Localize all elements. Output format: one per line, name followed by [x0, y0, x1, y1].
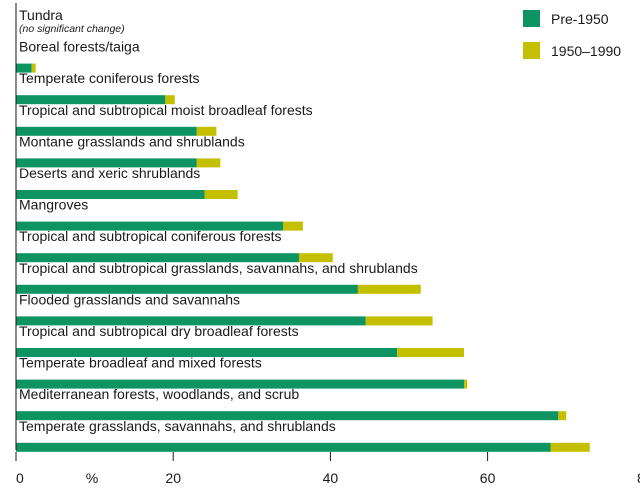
bar-pre-1950-montane-grasslands-and-shrublands [16, 158, 197, 167]
bar-pre-1950-tropical-and-subtropical-dry-broadleaf-forests [16, 348, 397, 357]
bar-pre-1950-tropical-and-subtropical-coniferous-forests [16, 253, 299, 262]
bar-pre-1950-temperate-grasslands-savannahs-and-shrublands [16, 443, 550, 452]
x-tick-label: 0 [16, 470, 24, 486]
x-tick-label: 40 [323, 470, 339, 486]
bar-1950-1990-tropical-and-subtropical-moist-broadleaf-forests [197, 127, 217, 136]
bar-pre-1950-mangroves [16, 222, 283, 231]
legend-swatch-pre-1950 [523, 10, 540, 27]
bar-1950-1990-mangroves [283, 222, 303, 231]
category-label-boreal-forests-taiga: Boreal forests/taiga [19, 39, 140, 55]
category-label-tropical-and-subtropical-moist-broadleaf-forests: Tropical and subtropical moist broadleaf… [19, 102, 313, 118]
x-axis-unit: % [86, 470, 98, 486]
bar-pre-1950-tropical-and-subtropical-moist-broadleaf-forests [16, 127, 197, 136]
bar-pre-1950-temperate-broadleaf-and-mixed-forests [16, 380, 464, 389]
bar-1950-1990-tropical-and-subtropical-coniferous-forests [299, 253, 333, 262]
bar-1950-1990-tropical-and-subtropical-grasslands-savannahs-and-shrublands [358, 285, 421, 294]
legend-swatch-1950-1990 [523, 42, 540, 59]
bar-1950-1990-montane-grasslands-and-shrublands [197, 158, 221, 167]
bar-1950-1990-temperate-broadleaf-and-mixed-forests [464, 380, 467, 389]
x-tick-label: 60 [480, 470, 496, 486]
bar-pre-1950-flooded-grasslands-and-savannahs [16, 316, 366, 325]
x-tick-label: 20 [165, 470, 181, 486]
bar-pre-1950-mediterranean-forests-woodlands-and-scrub [16, 411, 558, 420]
category-labels: Tundra(no significant change) Boreal fore… [19, 7, 418, 434]
bar-1950-1990-deserts-and-xeric-shrublands [205, 190, 238, 199]
bar-1950-1990-flooded-grasslands-and-savannahs [366, 316, 433, 325]
legend-label-1950-1990: 1950–1990 [551, 43, 621, 59]
bar-pre-1950-boreal-forests-taiga [16, 64, 32, 73]
category-label-tundra: Tundra [19, 7, 63, 23]
bar-pre-1950-tropical-and-subtropical-grasslands-savannahs-and-shrublands [16, 285, 358, 294]
bar-pre-1950-deserts-and-xeric-shrublands [16, 190, 205, 199]
bar-1950-1990-tropical-and-subtropical-dry-broadleaf-forests [397, 348, 464, 357]
bar-1950-1990-mediterranean-forests-woodlands-and-scrub [558, 411, 566, 420]
legend: Pre-1950 1950–1990 [523, 10, 621, 59]
bar-1950-1990-boreal-forests-taiga [32, 64, 36, 73]
legend-label-pre-1950: Pre-1950 [551, 11, 609, 27]
bar-1950-1990-temperate-grasslands-savannahs-and-shrublands [550, 443, 589, 452]
category-note: (no significant change) [19, 23, 125, 35]
category-label-temperate-coniferous-forests: Temperate coniferous forests [19, 70, 200, 86]
bar-pre-1950-temperate-coniferous-forests [16, 95, 165, 104]
bar-1950-1990-temperate-coniferous-forests [165, 95, 174, 104]
